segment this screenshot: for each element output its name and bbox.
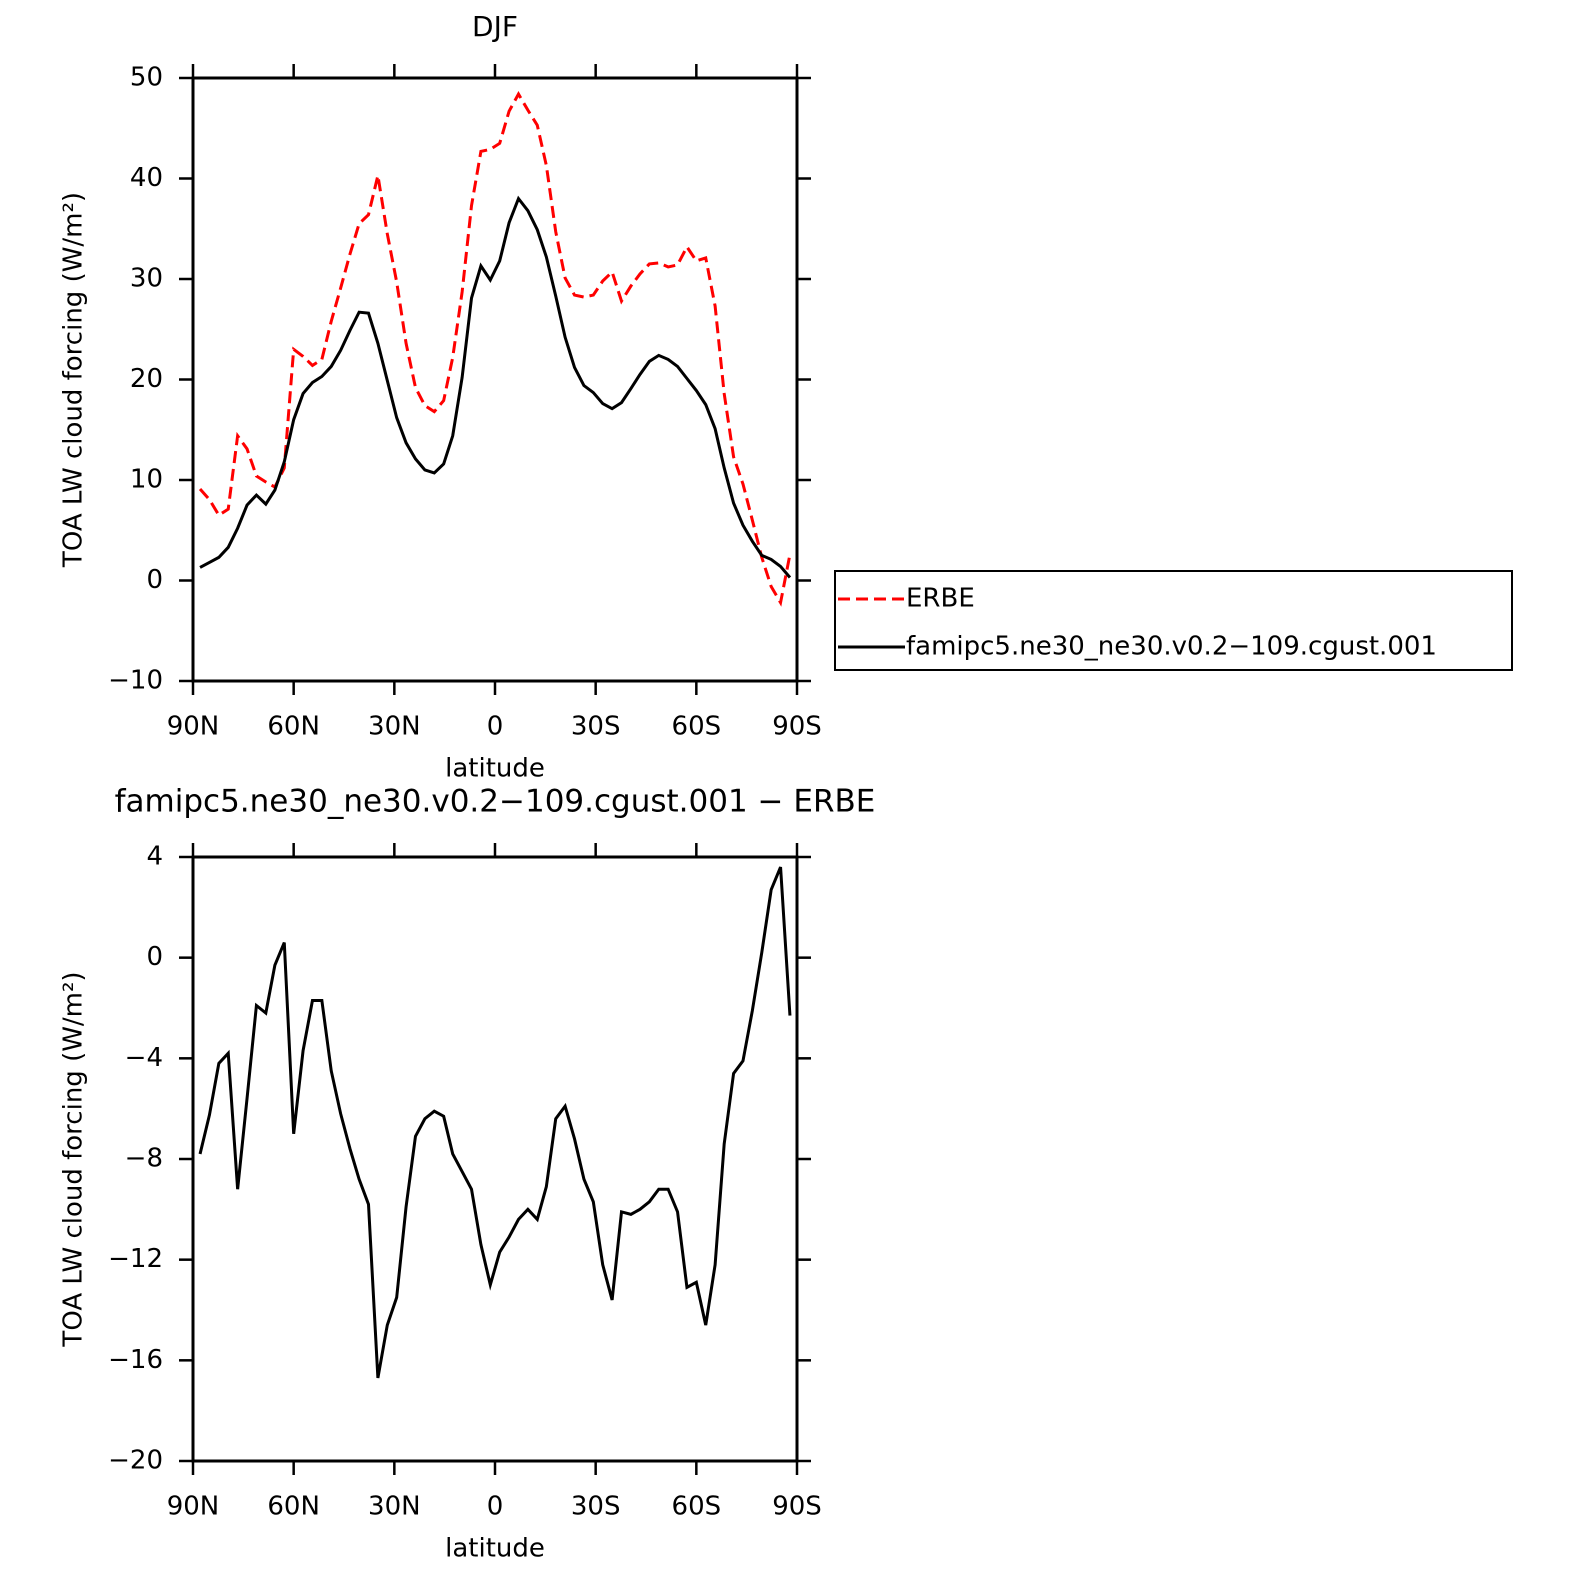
plot-frame <box>191 76 799 683</box>
x-axis-label: latitude <box>445 1534 545 1564</box>
y-axis-label: TOA LW cloud forcing (W/m²) <box>59 192 89 568</box>
x-tick-label: 30N <box>368 712 421 742</box>
legend-box <box>834 570 1513 671</box>
data-line <box>198 866 792 1379</box>
data-line <box>198 91 792 607</box>
x-axis-label: latitude <box>445 754 545 784</box>
y-tick-label: −16 <box>108 1345 163 1375</box>
x-tick-label: 0 <box>487 1492 504 1522</box>
x-tick-label: 30N <box>368 1492 421 1522</box>
y-tick-label: 50 <box>130 63 163 93</box>
x-tick-label: 90N <box>167 1492 220 1522</box>
x-tick-label: 90N <box>167 712 220 742</box>
y-tick-label: −20 <box>108 1446 163 1476</box>
x-tick-label: 60S <box>672 1492 722 1522</box>
y-tick-label: 20 <box>130 364 163 394</box>
y-tick-label: 10 <box>130 465 163 495</box>
legend-label: famipc5.ne30_ne30.v0.2−109.cgust.001 <box>906 632 1437 662</box>
y-tick-label: 40 <box>130 163 163 193</box>
y-tick-label: 0 <box>146 942 163 972</box>
y-tick-label: −12 <box>108 1244 163 1274</box>
y-tick-label: −8 <box>125 1144 163 1174</box>
y-tick-label: 0 <box>146 565 163 595</box>
x-tick-label: 90S <box>772 1492 822 1522</box>
x-tick-label: 90S <box>772 712 822 742</box>
y-tick-label: −10 <box>108 666 163 696</box>
x-tick-label: 60S <box>672 712 722 742</box>
y-axis-label: TOA LW cloud forcing (W/m²) <box>59 971 89 1347</box>
x-tick-label: 0 <box>487 712 504 742</box>
x-tick-label: 30S <box>571 712 621 742</box>
y-tick-label: −4 <box>125 1043 163 1073</box>
data-line <box>199 195 792 579</box>
x-tick-label: 30S <box>571 1492 621 1522</box>
x-tick-label: 60N <box>267 1492 320 1522</box>
chart-title: famipc5.ne30_ne30.v0.2−109.cgust.001 − E… <box>115 784 876 820</box>
chart-title: DJF <box>472 10 518 43</box>
y-tick-label: 4 <box>146 842 163 872</box>
y-tick-label: 30 <box>130 264 163 294</box>
legend-label: ERBE <box>906 584 975 614</box>
x-tick-label: 60N <box>267 712 320 742</box>
